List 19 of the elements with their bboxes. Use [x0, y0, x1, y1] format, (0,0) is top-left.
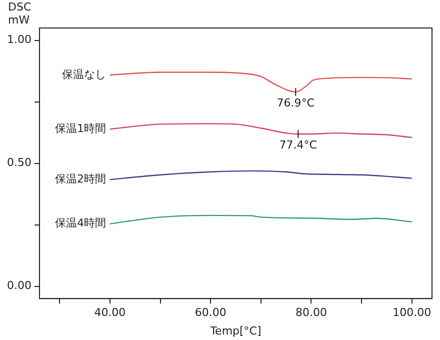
- y-tick-label: 0.00: [6, 279, 32, 292]
- series-label: 保温4時間: [54, 216, 106, 230]
- y-tick-label: 1.00: [6, 33, 32, 46]
- series-label: 保温なし: [62, 68, 106, 81]
- line-series: [109, 72, 412, 93]
- x-tick-label: 100.00: [392, 306, 432, 320]
- x-tick-label: 40.00: [94, 306, 126, 320]
- annotation: 77.4°C: [279, 138, 318, 152]
- y-tick-label: 0.50: [6, 156, 32, 170]
- x-axis-title: Temp[°C]: [209, 324, 262, 338]
- series-label: 保温2時間: [54, 172, 106, 186]
- line-series: [109, 214, 412, 224]
- line-series: [109, 170, 412, 180]
- y-axis-title: DSC mW: [8, 0, 32, 26]
- line-series: [109, 123, 412, 138]
- x-tick-label: 80.00: [295, 306, 327, 320]
- annotation: 76.9°C: [276, 96, 315, 110]
- series-label: 保温1時間: [54, 122, 106, 135]
- x-tick-label: 60.00: [194, 306, 226, 320]
